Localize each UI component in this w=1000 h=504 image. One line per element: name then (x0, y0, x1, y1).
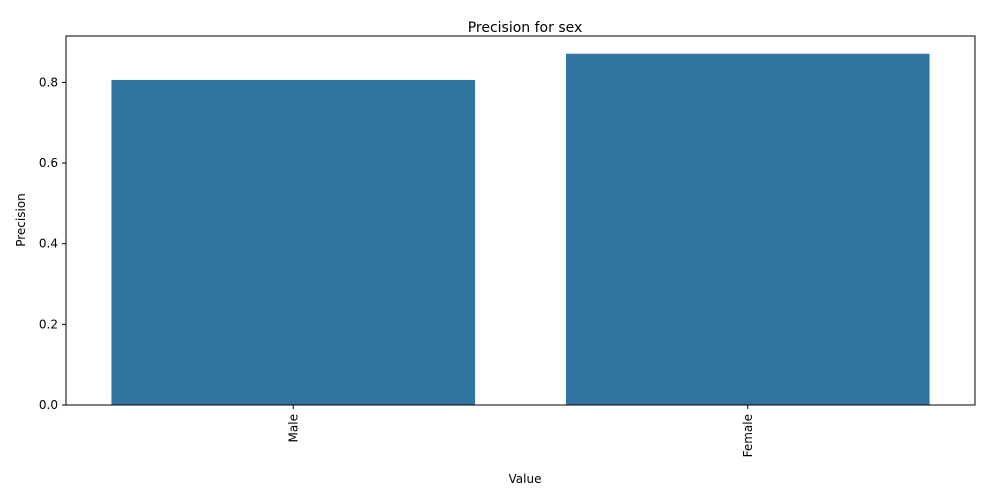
x-axis-label: Value (509, 472, 542, 486)
y-tick-label: 0.4 (39, 237, 58, 251)
bar-male (111, 79, 476, 406)
chart-title: Precision for sex (468, 20, 583, 36)
y-tick-label: 0.2 (39, 317, 58, 331)
y-tick-label: 0.6 (39, 156, 58, 170)
y-axis: 0.0 0.2 0.4 0.6 0.8 (39, 75, 66, 412)
bar-female (565, 53, 930, 405)
bars-layer (111, 53, 930, 406)
x-tick-label: Male (286, 414, 300, 442)
x-tick-label: Female (741, 414, 755, 457)
y-tick-label: 0.0 (39, 398, 58, 412)
plot-frame (65, 35, 976, 406)
x-axis: Male Female (286, 405, 755, 457)
y-axis-label: Precision (14, 193, 28, 247)
y-tick-label: 0.8 (39, 75, 58, 89)
